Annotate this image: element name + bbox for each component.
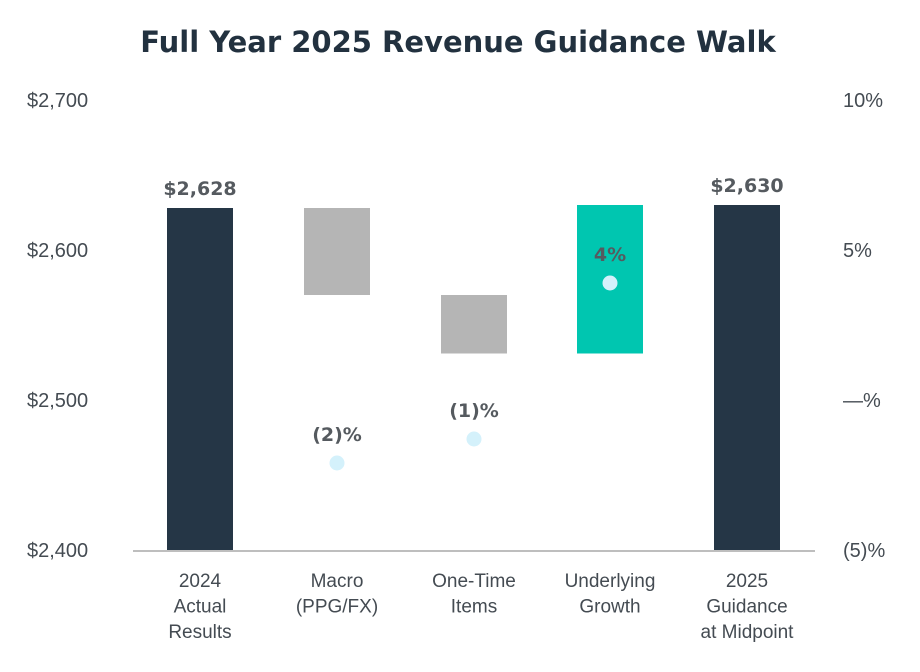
category-label: Results	[168, 622, 231, 643]
chart-title: Full Year 2025 Revenue Guidance Walk	[140, 25, 776, 59]
delta-bar	[304, 208, 370, 295]
category-label: Actual	[174, 597, 227, 618]
total-bar	[167, 208, 233, 550]
category-label: 2024	[179, 571, 222, 592]
pct-label: (1)%	[449, 400, 499, 422]
y-right-tick-label: 5%	[843, 240, 872, 262]
pct-marker	[329, 455, 345, 471]
bar-value-label: $2,628	[163, 178, 236, 200]
category-label: Growth	[579, 597, 640, 618]
pct-marker	[602, 275, 618, 291]
category-label: at Midpoint	[701, 622, 795, 643]
category-label: Macro	[311, 571, 364, 592]
pct-label: (2)%	[312, 424, 362, 446]
y-right-tick-label: (5)%	[843, 540, 885, 562]
pct-label: 4%	[594, 244, 626, 266]
pct-marker	[466, 431, 482, 447]
y-right-tick-label: 10%	[843, 90, 883, 112]
category-label: Underlying	[565, 571, 656, 592]
category-label: One-Time	[432, 571, 516, 592]
y-left-tick-label: $2,500	[27, 390, 88, 412]
bar-value-label: $2,630	[710, 175, 783, 197]
total-bar	[714, 205, 780, 550]
delta-bar	[441, 295, 507, 354]
category-label: Guidance	[706, 597, 787, 618]
category-label: Items	[451, 597, 497, 618]
category-label: (PPG/FX)	[296, 597, 378, 618]
y-left-tick-label: $2,400	[27, 540, 88, 562]
y-right-tick-label: —%	[843, 390, 881, 412]
y-left-tick-label: $2,600	[27, 240, 88, 262]
category-label: 2025	[726, 571, 768, 592]
y-left-tick-label: $2,700	[27, 90, 88, 112]
